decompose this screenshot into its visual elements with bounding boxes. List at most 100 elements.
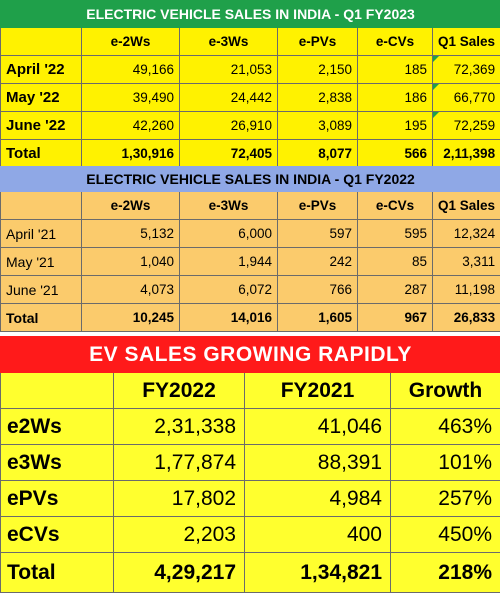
table-title: ELECTRIC VEHICLE SALES IN INDIA - Q1 FY2…: [0, 0, 500, 28]
table-cell: 5,132: [81, 219, 180, 248]
table-cell: 101%: [389, 444, 500, 481]
table-cell: 2,31,338: [113, 408, 245, 445]
header-cell: [0, 372, 114, 409]
table-cell: 566: [357, 139, 433, 168]
table-cell: 967: [357, 303, 433, 332]
row-label: e2Ws: [0, 408, 114, 445]
total-row: Total 4,29,217 1,34,821 218%: [0, 552, 500, 593]
header-cell: e-PVs: [277, 27, 358, 56]
table-cell: 10,245: [81, 303, 180, 332]
table-cell: 595: [357, 219, 433, 248]
table-cell: 1,040: [81, 247, 180, 276]
row-label: Total: [0, 303, 82, 332]
row-label: May '21: [0, 247, 82, 276]
table-cell: 21,053: [179, 55, 278, 84]
row-label: April '22: [0, 55, 82, 84]
table-cell: 72,259: [431, 111, 500, 140]
table-cell: 1,34,821: [244, 552, 391, 593]
table-cell: 186: [357, 83, 433, 112]
table-header-row: e-2Ws e-3Ws e-PVs e-CVs Q1 Sales: [0, 27, 500, 56]
total-row: Total 1,30,916 72,405 8,077 566 2,11,398: [0, 139, 500, 168]
table-cell: 450%: [389, 516, 500, 553]
table-cell: 11,198: [431, 275, 500, 304]
header-cell: Q1 Sales: [431, 191, 500, 220]
table-cell: 185: [357, 55, 433, 84]
q1-fy2022-sales-table: ELECTRIC VEHICLE SALES IN INDIA - Q1 FY2…: [0, 166, 500, 332]
table-cell: 6,072: [179, 275, 278, 304]
table-cell: 3,311: [431, 247, 500, 276]
table-cell: 66,770: [431, 83, 500, 112]
table-cell: 49,166: [81, 55, 180, 84]
table-cell: 2,838: [277, 83, 358, 112]
header-cell: e-PVs: [277, 191, 358, 220]
table-cell: 12,324: [431, 219, 500, 248]
table-cell: 1,30,916: [81, 139, 180, 168]
table-cell: 257%: [389, 480, 500, 517]
row-label: Total: [0, 139, 82, 168]
row-label: April '21: [0, 219, 82, 248]
row-label: June '22: [0, 111, 82, 140]
table-row: e3Ws 1,77,874 88,391 101%: [0, 444, 500, 481]
table-cell: 41,046: [244, 408, 391, 445]
q1-fy2023-sales-table: ELECTRIC VEHICLE SALES IN INDIA - Q1 FY2…: [0, 0, 500, 168]
table-cell: 26,833: [431, 303, 500, 332]
row-label: June '21: [0, 275, 82, 304]
header-cell: e-CVs: [357, 191, 433, 220]
table-cell: 85: [357, 247, 433, 276]
header-cell: FY2022: [113, 372, 245, 409]
table-cell: 597: [277, 219, 358, 248]
table-cell: 1,605: [277, 303, 358, 332]
table-row: April '21 5,132 6,000 597 595 12,324: [0, 219, 500, 248]
header-cell: e-2Ws: [81, 191, 180, 220]
table-cell: 4,29,217: [113, 552, 245, 593]
table-header-row: e-2Ws e-3Ws e-PVs e-CVs Q1 Sales: [0, 191, 500, 220]
table-cell: 3,089: [277, 111, 358, 140]
table-cell: 4,984: [244, 480, 391, 517]
table-row: May '22 39,490 24,442 2,838 186 66,770: [0, 83, 500, 112]
table-header-row: FY2022 FY2021 Growth: [0, 372, 500, 409]
table-cell: 8,077: [277, 139, 358, 168]
header-cell: [0, 191, 82, 220]
table-title: EV SALES GROWING RAPIDLY: [0, 336, 500, 373]
table-cell: 2,11,398: [431, 139, 500, 168]
header-cell: Q1 Sales: [431, 27, 500, 56]
table-cell: 218%: [389, 552, 500, 593]
row-label: May '22: [0, 83, 82, 112]
table-cell: 39,490: [81, 83, 180, 112]
table-row: e2Ws 2,31,338 41,046 463%: [0, 408, 500, 445]
table-cell: 400: [244, 516, 391, 553]
table-cell: 1,77,874: [113, 444, 245, 481]
table-cell: 26,910: [179, 111, 278, 140]
table-row: April '22 49,166 21,053 2,150 185 72,369: [0, 55, 500, 84]
table-cell: 4,073: [81, 275, 180, 304]
header-cell: e-2Ws: [81, 27, 180, 56]
table-cell: 2,203: [113, 516, 245, 553]
table-cell: 72,369: [431, 55, 500, 84]
header-cell: e-CVs: [357, 27, 433, 56]
table-cell: 766: [277, 275, 358, 304]
total-row: Total 10,245 14,016 1,605 967 26,833: [0, 303, 500, 332]
table-cell: 17,802: [113, 480, 245, 517]
table-cell: 195: [357, 111, 433, 140]
table-cell: 463%: [389, 408, 500, 445]
table-cell: 88,391: [244, 444, 391, 481]
header-cell: e-3Ws: [179, 27, 278, 56]
table-row: June '21 4,073 6,072 766 287 11,198: [0, 275, 500, 304]
row-label: eCVs: [0, 516, 114, 553]
table-row: May '21 1,040 1,944 242 85 3,311: [0, 247, 500, 276]
table-row: June '22 42,260 26,910 3,089 195 72,259: [0, 111, 500, 140]
table-row: ePVs 17,802 4,984 257%: [0, 480, 500, 517]
header-cell: [0, 27, 82, 56]
header-cell: Growth: [389, 372, 500, 409]
table-cell: 14,016: [179, 303, 278, 332]
row-label: Total: [0, 552, 114, 593]
table-row: eCVs 2,203 400 450%: [0, 516, 500, 553]
row-label: e3Ws: [0, 444, 114, 481]
row-label: ePVs: [0, 480, 114, 517]
table-cell: 242: [277, 247, 358, 276]
table-cell: 287: [357, 275, 433, 304]
table-cell: 1,944: [179, 247, 278, 276]
table-cell: 42,260: [81, 111, 180, 140]
table-title: ELECTRIC VEHICLE SALES IN INDIA - Q1 FY2…: [0, 166, 500, 192]
table-cell: 2,150: [277, 55, 358, 84]
